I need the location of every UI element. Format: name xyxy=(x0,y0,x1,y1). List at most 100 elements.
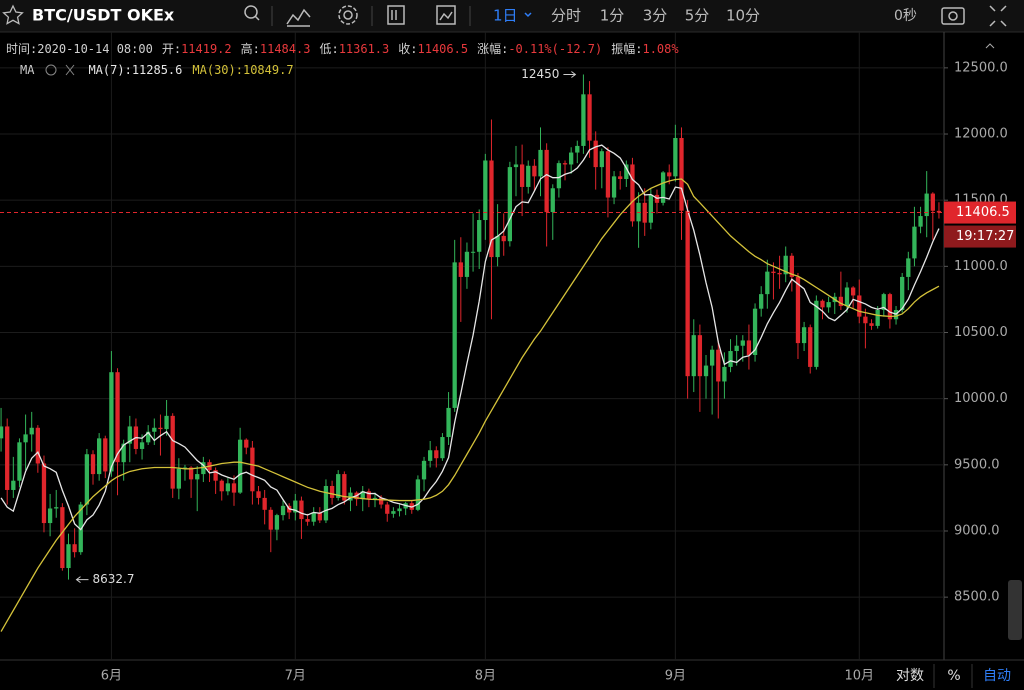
candle-body xyxy=(660,172,666,203)
indicator-controls[interactable] xyxy=(44,63,78,77)
candle-body xyxy=(305,519,310,522)
candle-body xyxy=(483,160,488,221)
interval-option[interactable]: 10分 xyxy=(726,7,760,25)
candle-body xyxy=(201,462,206,475)
candle-body xyxy=(709,349,715,366)
indicator-icon[interactable] xyxy=(286,8,311,25)
candle-body xyxy=(115,372,120,463)
percent-toggle[interactable]: % xyxy=(947,668,960,684)
ma-line xyxy=(0,178,940,632)
interval-caret[interactable] xyxy=(524,12,532,18)
candle-body xyxy=(495,235,500,258)
candle-body xyxy=(814,300,819,367)
value: 11361.3 xyxy=(338,42,390,56)
candle-body xyxy=(544,149,549,213)
candle-body xyxy=(311,512,316,522)
candle-body xyxy=(716,349,721,382)
countdown: 19:17:27 xyxy=(956,229,1014,244)
log-toggle[interactable]: 对数 xyxy=(896,668,924,684)
candle-body xyxy=(158,427,163,430)
x-tick-label: 9月 xyxy=(665,669,686,684)
toolbar-icons xyxy=(244,5,1007,27)
candle-body xyxy=(250,447,255,492)
candle-body xyxy=(60,507,65,569)
countdown-box xyxy=(944,225,1016,248)
candle-body xyxy=(691,335,696,377)
candle-body xyxy=(777,272,782,275)
value: 1.08% xyxy=(642,42,679,56)
low: 低:11361.3 xyxy=(319,40,389,58)
candle-body xyxy=(703,365,709,377)
scroll-handle[interactable] xyxy=(1008,580,1022,640)
interval-selected[interactable]: 1日 xyxy=(493,7,518,25)
candle-body xyxy=(421,460,427,480)
candle-body xyxy=(66,544,71,569)
candle-body xyxy=(152,427,157,432)
auto-toggle[interactable]: 自动 xyxy=(983,668,1011,684)
candle-body xyxy=(262,497,267,510)
candle-body xyxy=(900,276,905,311)
candle-body xyxy=(182,467,188,469)
candle-body xyxy=(801,327,807,344)
template-icon[interactable] xyxy=(387,5,405,25)
candle-body xyxy=(844,287,850,307)
candle-body xyxy=(452,262,457,408)
candle-body xyxy=(188,467,194,480)
interval-option[interactable]: 5分 xyxy=(685,7,710,25)
candle-body xyxy=(507,167,513,242)
candle-body xyxy=(513,164,519,168)
fullscreen-icon[interactable] xyxy=(989,5,1007,27)
favorite-icon[interactable] xyxy=(2,4,24,25)
candle-body xyxy=(526,165,531,187)
interval-option[interactable]: 1分 xyxy=(600,7,625,25)
candle-body xyxy=(869,323,874,326)
candle-body xyxy=(470,251,476,253)
candle-body xyxy=(323,485,329,521)
last-price-box xyxy=(944,201,1016,224)
candle-body xyxy=(624,164,629,180)
candle-body xyxy=(477,220,482,252)
legend-entry: MA(7):11285.6 xyxy=(88,63,182,77)
candle-body xyxy=(728,351,733,367)
annotation-arrow xyxy=(563,71,577,78)
countdown-setting[interactable]: 0秒 xyxy=(894,8,917,24)
candle-body xyxy=(630,164,635,222)
snapshot-icon[interactable] xyxy=(436,5,456,25)
candle-body xyxy=(532,165,537,177)
candle-body xyxy=(863,316,868,324)
candle-body xyxy=(906,258,911,277)
interval-option[interactable]: 分时 xyxy=(551,7,581,25)
candle-body xyxy=(795,276,801,344)
candle-body xyxy=(146,431,151,443)
close: 收:11406.5 xyxy=(398,40,468,58)
camera-icon[interactable] xyxy=(941,7,965,25)
label: 涨幅: xyxy=(477,42,509,56)
y-tick-label: 10000.0 xyxy=(954,391,1008,406)
candle-body xyxy=(881,294,886,311)
indicator[interactable]: MA xyxy=(20,63,35,77)
candle-body xyxy=(378,497,384,505)
interval-option[interactable]: 3分 xyxy=(643,7,668,25)
candle-body xyxy=(820,300,825,308)
candle-body xyxy=(23,434,28,443)
candle-body xyxy=(41,463,47,524)
search-icon[interactable] xyxy=(244,5,258,19)
ma-line xyxy=(0,144,940,531)
x-tick-label: 8月 xyxy=(475,669,496,684)
y-tick-label: 12000.0 xyxy=(954,127,1008,142)
candle-body xyxy=(826,302,831,308)
candle-body xyxy=(72,544,77,553)
candle-body xyxy=(256,491,261,498)
candle-body xyxy=(428,450,433,461)
legend: MA MA(7):11285.6 MA(30):10849.7 xyxy=(20,63,294,77)
candle-body xyxy=(176,468,181,489)
candle-body xyxy=(415,479,421,510)
collapse-icon[interactable] xyxy=(985,43,995,49)
label: 振幅: xyxy=(611,42,643,56)
candle-body xyxy=(47,508,53,524)
candle-body xyxy=(372,497,378,500)
candle-body xyxy=(930,193,935,211)
candle-body xyxy=(219,480,224,492)
settings-icon[interactable] xyxy=(343,10,353,20)
